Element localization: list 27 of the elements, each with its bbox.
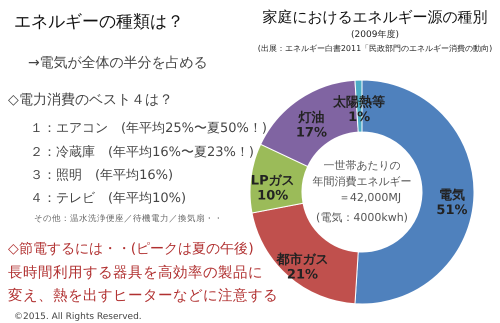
slice-label: 電気 [438, 188, 465, 203]
text: ４：テレビ (年平均10%) [30, 191, 186, 206]
text: 年間消費エネルギー [312, 175, 412, 188]
slice-label: LPガス [250, 174, 295, 189]
slice-label: 都市ガス [275, 252, 328, 268]
text: (出展：エネルギー白書2011「民政部門のエネルギー消費の動向) [258, 44, 492, 53]
chart-subtitle: (2009年度) [351, 29, 399, 40]
data-label: 10% [257, 188, 288, 204]
text: その他：温水洗浄便座／待機電力／換気扇・・ [34, 213, 223, 224]
text: ２：冷蔵庫 (年平均16%〜夏23%！) [30, 144, 254, 160]
data-label: 51% [436, 202, 468, 218]
chart-title: 家庭におけるエネルギー源の種別 [262, 8, 488, 26]
data-label: 21% [286, 268, 318, 283]
text: エネルギーの種類は？ [14, 12, 184, 32]
text: (電気：4000kwh) [316, 211, 408, 224]
text: ◇節電するには・・(ピークは夏の午後) [8, 241, 254, 257]
text: １：エアコン (年平均25%〜夏50%！) [30, 121, 267, 136]
text: ３：照明 (年平均16%) [30, 168, 174, 183]
text: 変え、熱を出すヒーターなどに注意する [8, 287, 278, 304]
text: 長時間利用する器具を高効率の製品に [8, 264, 263, 281]
slice-label: 灯油 [297, 110, 324, 126]
text: 一世帯あたりの [324, 159, 400, 172]
text: ＝42,000MJ [338, 191, 402, 204]
text: ◇電力消費のベスト４は？ [8, 92, 173, 108]
data-label: 17% [296, 126, 327, 141]
text: ©2015. All Rights Reserved. [14, 312, 142, 322]
text: →電気が全体の半分を占める [28, 55, 208, 71]
